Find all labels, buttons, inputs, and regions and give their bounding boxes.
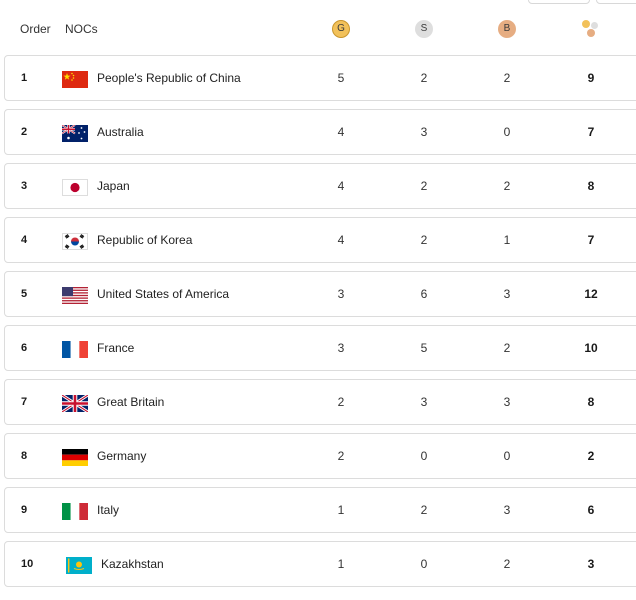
gold-medal-icon[interactable]: G (332, 20, 350, 38)
bronze-count: 0 (503, 449, 511, 463)
silver-count: 5 (420, 341, 428, 355)
table-row[interactable]: 1 People's Republic of China 5 2 2 9 (4, 55, 636, 101)
table-row[interactable]: 10 Kazakhstan 1 0 2 3 (4, 541, 636, 587)
row-order: 2 (21, 126, 28, 138)
order-column-header[interactable]: Order (20, 22, 51, 36)
bronze-medal-icon[interactable]: B (498, 20, 516, 38)
silver-count: 6 (420, 287, 428, 301)
row-order: 10 (21, 558, 34, 570)
table-row[interactable]: 9 Italy 1 2 3 6 (4, 487, 636, 533)
total-count: 8 (587, 395, 595, 409)
total-count: 10 (584, 341, 598, 355)
gold-count: 3 (337, 287, 345, 301)
usa-flag-icon (62, 287, 88, 304)
row-order: 8 (21, 450, 28, 462)
bronze-count: 3 (503, 503, 511, 517)
medals-icon[interactable] (582, 20, 602, 40)
total-count: 7 (587, 233, 595, 247)
gold-count: 4 (337, 179, 345, 193)
bronze-count: 2 (503, 557, 511, 571)
japan-flag-icon (62, 179, 88, 196)
top-tab-right[interactable] (596, 0, 636, 4)
noc-name[interactable]: Italy (97, 503, 120, 517)
row-order: 3 (21, 180, 28, 192)
silver-count: 2 (420, 233, 428, 247)
great-britain-flag-icon (62, 395, 88, 412)
silver-count: 0 (420, 557, 428, 571)
silver-count: 0 (420, 449, 428, 463)
total-count: 8 (587, 179, 595, 193)
bronze-count: 3 (503, 287, 511, 301)
bronze-count: 3 (503, 395, 511, 409)
bronze-count: 1 (503, 233, 511, 247)
total-count: 7 (587, 125, 595, 139)
france-flag-icon (62, 341, 88, 358)
row-order: 6 (21, 342, 28, 354)
silver-count: 3 (420, 125, 428, 139)
table-row[interactable]: 2 Australia 4 3 0 7 (4, 109, 636, 155)
noc-name[interactable]: Germany (97, 449, 147, 463)
silver-count: 3 (420, 395, 428, 409)
italy-flag-icon (62, 503, 88, 520)
noc-name[interactable]: Australia (97, 125, 144, 139)
gold-count: 1 (337, 503, 345, 517)
silver-count: 2 (420, 71, 428, 85)
noc-name[interactable]: France (97, 341, 135, 355)
silver-count: 2 (420, 503, 428, 517)
noc-name[interactable]: Japan (97, 179, 130, 193)
bronze-count: 2 (503, 71, 511, 85)
korea-flag-icon (62, 233, 88, 250)
table-row[interactable]: 5 United States of America 3 6 3 12 (4, 271, 636, 317)
gold-count: 4 (337, 125, 345, 139)
noc-name[interactable]: United States of America (97, 287, 230, 301)
total-count: 2 (587, 449, 595, 463)
gold-count: 2 (337, 395, 345, 409)
gold-count: 3 (337, 341, 345, 355)
noc-name[interactable]: Kazakhstan (101, 557, 164, 571)
row-order: 4 (21, 234, 28, 246)
china-flag-icon (62, 71, 88, 88)
table-row[interactable]: 6 France 3 5 2 10 (4, 325, 636, 371)
silver-count: 2 (420, 179, 428, 193)
silver-medal-icon[interactable]: S (415, 20, 433, 38)
total-count: 6 (587, 503, 595, 517)
noc-name[interactable]: Republic of Korea (97, 233, 193, 247)
total-count: 3 (587, 557, 595, 571)
table-row[interactable]: 8 Germany 2 0 0 2 (4, 433, 636, 479)
gold-count: 4 (337, 233, 345, 247)
noc-name[interactable]: Great Britain (97, 395, 165, 409)
table-header: Order NOCs G S B (0, 0, 636, 58)
row-order: 9 (21, 504, 28, 516)
total-count: 12 (584, 287, 598, 301)
row-order: 5 (21, 288, 28, 300)
row-order: 1 (21, 72, 28, 84)
gold-count: 1 (337, 557, 345, 571)
table-row[interactable]: 3 Japan 4 2 2 8 (4, 163, 636, 209)
bronze-count: 0 (503, 125, 511, 139)
bronze-count: 2 (503, 179, 511, 193)
germany-flag-icon (62, 449, 88, 466)
kazakhstan-flag-icon (66, 557, 92, 574)
gold-count: 5 (337, 71, 345, 85)
table-row[interactable]: 7 Great Britain 2 3 3 8 (4, 379, 636, 425)
total-count: 9 (587, 71, 595, 85)
bronze-count: 2 (503, 341, 511, 355)
row-order: 7 (21, 396, 28, 408)
table-row[interactable]: 4 Republic of Korea 4 2 1 7 (4, 217, 636, 263)
gold-count: 2 (337, 449, 345, 463)
australia-flag-icon (62, 125, 88, 142)
noc-name[interactable]: People's Republic of China (97, 71, 241, 85)
nocs-column-header[interactable]: NOCs (65, 22, 98, 36)
